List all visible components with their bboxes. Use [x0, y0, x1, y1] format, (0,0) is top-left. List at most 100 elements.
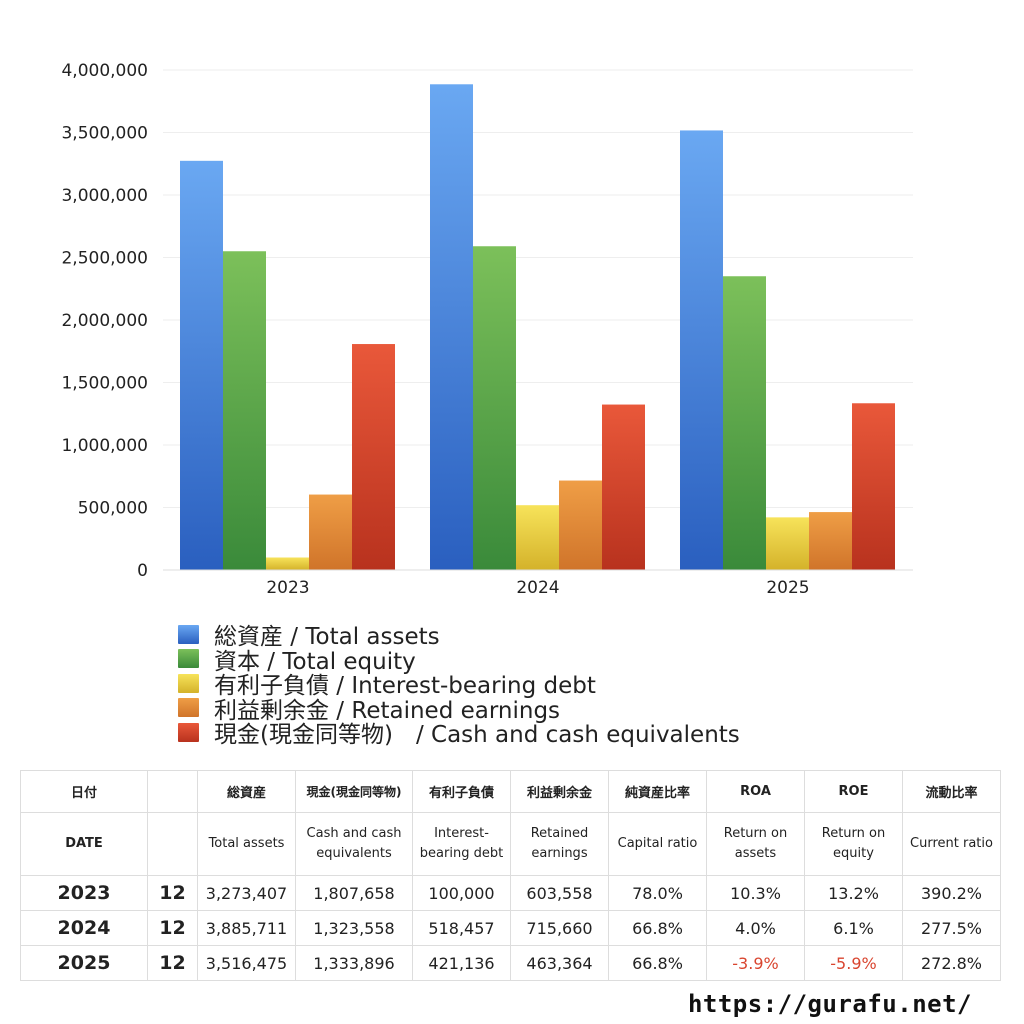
table-header-en: DATE Total assets Cash and cash equivale…: [20, 812, 1001, 876]
bar-2024-series-4: [602, 404, 645, 570]
y-tick-label: 3,500,000: [61, 124, 148, 144]
y-tick-label: 500,000: [78, 499, 148, 519]
y-tick-label: 0: [137, 561, 148, 581]
legend-swatch: [178, 624, 199, 644]
header-cell: Capital ratio: [608, 812, 707, 876]
legend-label: 総資産 / Total assets: [214, 624, 440, 651]
header-cell: 有利子負債: [412, 770, 511, 813]
legend-item-interest-bearing-debt: 有利子負債 / Interest-bearing debt: [178, 671, 740, 699]
legend-swatch: [178, 649, 199, 669]
header-cell: DATE: [20, 812, 148, 876]
legend-label: 現金(現金同等物) / Cash and cash equivalents: [214, 722, 740, 749]
current-ratio-cell: 277.5%: [902, 910, 1001, 946]
roa-cell: 4.0%: [706, 910, 805, 946]
bar-2024-series-3: [559, 480, 602, 570]
y-tick-label: 2,000,000: [61, 311, 148, 331]
legend-swatch: [178, 722, 199, 742]
capital-ratio-cell: 78.0%: [608, 875, 707, 911]
header-cell: Retained earnings: [510, 812, 609, 876]
bar-2025-series-4: [852, 403, 895, 570]
roa-cell: 10.3%: [706, 875, 805, 911]
header-cell: [147, 770, 198, 813]
month-cell: 12: [147, 875, 198, 911]
total-assets-cell: 3,885,711: [197, 910, 296, 946]
bar-2025-series-1: [723, 276, 766, 570]
total-assets-cell: 3,273,407: [197, 875, 296, 911]
header-cell: Total assets: [197, 812, 296, 876]
current-ratio-cell: 272.8%: [902, 945, 1001, 981]
table-row: 2023 12 3,273,407 1,807,658 100,000 603,…: [20, 875, 1001, 911]
legend: 総資産 / Total assets 資本 / Total equity 有利子…: [178, 622, 740, 748]
bar-2025-series-3: [809, 512, 852, 570]
bar-2023-series-4: [352, 344, 395, 570]
bar-2023-series-3: [309, 494, 352, 570]
header-cell: 現金(現金同等物): [295, 770, 413, 813]
year-cell: 2023: [20, 875, 148, 911]
header-cell: Return on equity: [804, 812, 903, 876]
retained-cell: 715,660: [510, 910, 609, 946]
debt-cell: 421,136: [412, 945, 511, 981]
debt-cell: 100,000: [412, 875, 511, 911]
header-cell: Interest-bearing debt: [412, 812, 511, 876]
year-cell: 2025: [20, 945, 148, 981]
roa-cell: -3.9%: [706, 945, 805, 981]
retained-cell: 463,364: [510, 945, 609, 981]
bar-2025-series-0: [680, 130, 723, 571]
y-tick-label: 3,000,000: [61, 186, 148, 206]
cash-cell: 1,323,558: [295, 910, 413, 946]
x-axis-ticks: 2023 2024 2025: [266, 578, 809, 598]
bars: [163, 84, 913, 571]
capital-ratio-cell: 66.8%: [608, 910, 707, 946]
legend-item-total-equity: 資本 / Total equity: [178, 647, 740, 675]
debt-cell: 518,457: [412, 910, 511, 946]
month-cell: 12: [147, 910, 198, 946]
legend-label: 資本 / Total equity: [214, 648, 416, 675]
y-axis-ticks: 0 500,000 1,000,000 1,500,000 2,000,000 2,500…: [61, 61, 148, 581]
x-tick-label: 2024: [516, 578, 559, 598]
bar-2023-series-0: [180, 160, 223, 570]
header-cell: 利益剰余金: [510, 770, 609, 813]
bar-2023-series-1: [223, 251, 266, 570]
header-cell: 流動比率: [902, 770, 1001, 813]
x-tick-label: 2023: [266, 578, 309, 598]
bar-chart: 0 500,000 1,000,000 1,500,000 2,000,000 2,500…: [61, 61, 913, 598]
x-tick-label: 2025: [766, 578, 809, 598]
cash-cell: 1,807,658: [295, 875, 413, 911]
current-ratio-cell: 390.2%: [902, 875, 1001, 911]
month-cell: 12: [147, 945, 198, 981]
legend-item-total-assets: 総資産 / Total assets: [178, 622, 740, 650]
bar-2024-series-1: [473, 246, 516, 570]
legend-item-retained-earnings: 利益剰余金 / Retained earnings: [178, 696, 740, 724]
legend-label: 有利子負債 / Interest-bearing debt: [214, 673, 596, 700]
bar-2024-series-0: [430, 84, 473, 570]
header-cell: [147, 812, 198, 876]
financial-table: 日付 総資産 現金(現金同等物) 有利子負債 利益剰余金 純資産比率 ROA R…: [20, 770, 1001, 981]
y-tick-label: 2,500,000: [61, 249, 148, 269]
table-row: 2024 12 3,885,711 1,323,558 518,457 715,…: [20, 910, 1001, 946]
roe-cell: 6.1%: [804, 910, 903, 946]
site-url: https://gurafu.net/: [687, 990, 972, 1018]
capital-ratio-cell: 66.8%: [608, 945, 707, 981]
legend-swatch: [178, 673, 199, 693]
header-cell: Cash and cash equivalents: [295, 812, 413, 876]
header-cell: ROA: [706, 770, 805, 813]
legend-item-cash: 現金(現金同等物) / Cash and cash equivalents: [178, 720, 740, 748]
header-cell: 純資産比率: [608, 770, 707, 813]
legend-label: 利益剰余金 / Retained earnings: [214, 697, 561, 724]
header-cell: Return on assets: [706, 812, 805, 876]
bar-2023-series-2: [266, 557, 309, 570]
cash-cell: 1,333,896: [295, 945, 413, 981]
header-cell: Current ratio: [902, 812, 1001, 876]
y-tick-label: 1,000,000: [61, 436, 148, 456]
total-assets-cell: 3,516,475: [197, 945, 296, 981]
y-tick-label: 1,500,000: [61, 374, 148, 394]
bar-2024-series-2: [516, 505, 559, 570]
roe-cell: 13.2%: [804, 875, 903, 911]
table-header-jp: 日付 総資産 現金(現金同等物) 有利子負債 利益剰余金 純資産比率 ROA R…: [20, 770, 1001, 813]
legend-swatch: [178, 698, 199, 718]
roe-cell: -5.9%: [804, 945, 903, 981]
year-cell: 2024: [20, 910, 148, 946]
table-row: 2025 12 3,516,475 1,333,896 421,136 463,…: [20, 945, 1001, 981]
header-cell: 日付: [20, 770, 148, 813]
header-cell: 総資産: [197, 770, 296, 813]
